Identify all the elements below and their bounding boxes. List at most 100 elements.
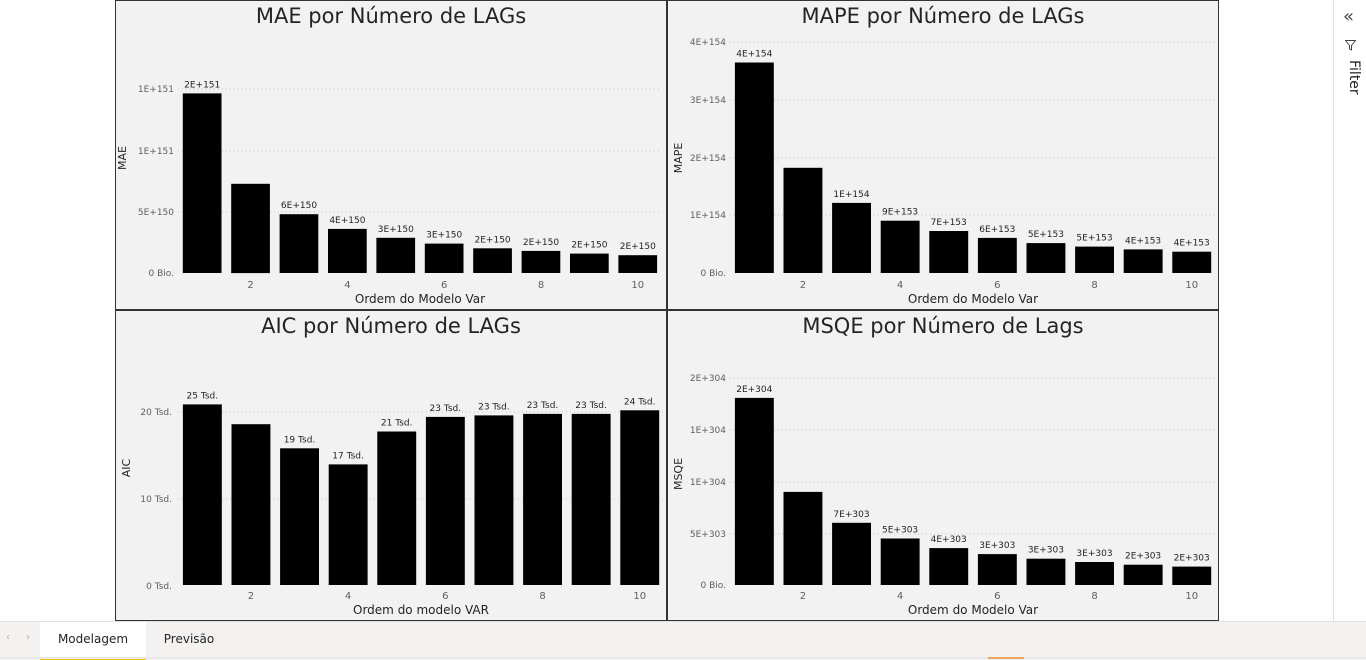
status-strip	[0, 657, 1366, 659]
data-label: 3E+150	[378, 225, 414, 235]
x-axis-label: Ordem do Modelo Var	[355, 292, 485, 306]
x-tick-label: 8	[1091, 280, 1097, 291]
chevron-right-icon[interactable]: ›	[26, 632, 30, 643]
bar	[1172, 251, 1212, 273]
data-label: 24 Tsd.	[624, 397, 656, 407]
data-label: 2E+151	[184, 80, 220, 90]
bar	[929, 548, 969, 585]
data-label: 1E+154	[833, 190, 869, 200]
y-tick-label: 4E+154	[690, 38, 726, 48]
chevron-left-icon[interactable]: ‹	[6, 632, 10, 643]
y-axis-label: MAE	[116, 146, 129, 170]
x-axis-label: Ordem do modelo VAR	[353, 603, 489, 617]
aic-chart-panel[interactable]: AIC por Número de LAGs 0 Tsd. 10 Tsd. 20 T…	[115, 310, 667, 621]
y-tick-label: 5E+150	[138, 208, 174, 218]
y-tick-label: 1E+304	[690, 478, 726, 488]
y-tick-label: 0 Bio.	[701, 269, 726, 279]
bar	[783, 491, 823, 585]
data-label: 2E+150	[475, 235, 511, 245]
data-label: 2E+150	[523, 238, 559, 248]
chart-title: AIC por Número de LAGs	[261, 314, 521, 338]
data-label: 21 Tsd.	[381, 418, 413, 428]
data-label: 2E+150	[620, 242, 656, 252]
bar	[734, 397, 774, 585]
x-tick-label: 10	[631, 280, 644, 291]
data-label: 4E+150	[329, 216, 365, 226]
x-tick-label: 8	[539, 591, 545, 602]
data-label: 9E+153	[882, 208, 918, 218]
bar	[929, 231, 969, 273]
bar	[571, 413, 611, 585]
data-label: 3E+303	[1076, 549, 1112, 559]
data-label: 4E+153	[1125, 236, 1161, 246]
msqe-chart-panel[interactable]: MSQE por Número de Lags 0 Bio. 5E+303 1E+3…	[667, 310, 1219, 621]
x-tick-label: 10	[1185, 280, 1198, 291]
x-tick-label: 8	[1091, 591, 1097, 602]
x-tick-label: 6	[994, 591, 1000, 602]
bar	[182, 404, 222, 585]
chart-title: MSQE por Número de Lags	[802, 314, 1084, 338]
data-label: 4E+153	[1174, 239, 1210, 249]
data-label: 3E+303	[1028, 546, 1064, 556]
y-axis-label: MSQE	[672, 458, 685, 490]
y-tick-label: 0 Bio.	[149, 269, 174, 279]
data-label: 5E+153	[1028, 230, 1064, 240]
filter-pane[interactable]: « Filter	[1333, 0, 1366, 621]
page-tabs-bar: ‹ › Modelagem Previsão	[0, 621, 1366, 660]
data-label: 5E+153	[1076, 234, 1112, 244]
y-tick-label: 2E+154	[690, 154, 726, 164]
y-tick-label: 0 Bio.	[701, 581, 726, 591]
bar	[1172, 566, 1212, 585]
x-tick-label: 6	[994, 280, 1000, 291]
bar	[376, 237, 416, 273]
bar	[279, 214, 319, 273]
bar	[880, 220, 920, 273]
bar	[618, 255, 658, 273]
data-label: 4E+303	[931, 535, 967, 545]
bar	[570, 253, 609, 273]
data-label: 2E+304	[736, 385, 772, 395]
bar	[783, 167, 823, 273]
tab-previsao[interactable]: Previsão	[163, 632, 215, 646]
bar	[182, 93, 222, 274]
bar	[474, 415, 514, 585]
y-tick-label: 0 Tsd.	[146, 582, 172, 592]
data-label: 7E+153	[931, 218, 967, 228]
data-label: 6E+150	[281, 201, 317, 211]
data-label: 4E+154	[736, 50, 772, 60]
chart-title: MAPE por Número de LAGs	[801, 4, 1085, 28]
data-label: 5E+303	[882, 525, 918, 535]
mape-chart-panel[interactable]: MAPE por Número de LAGs 0 Bio. 1E+154 2E+1…	[667, 0, 1219, 310]
mae-chart-panel[interactable]: MAE por Número de LAGs 0 Bio. 5E+150 1E+15…	[115, 0, 667, 310]
y-axis-label: MAPE	[672, 143, 685, 174]
funnel-icon[interactable]	[1345, 40, 1356, 51]
data-label: 25 Tsd.	[187, 391, 219, 401]
x-tick-label: 4	[897, 591, 903, 602]
data-label: 17 Tsd.	[332, 451, 364, 461]
data-label: 23 Tsd.	[430, 404, 462, 414]
x-tick-label: 6	[441, 280, 447, 291]
report-canvas: MAE por Número de LAGs 0 Bio. 5E+150 1E+15…	[115, 0, 1219, 621]
x-tick-label: 10	[633, 591, 646, 602]
x-axis-label: Ordem do Modelo Var	[908, 603, 1038, 617]
bar	[231, 183, 270, 274]
bar	[832, 202, 871, 273]
bar	[424, 243, 464, 273]
filter-pane-label[interactable]: Filter	[1346, 60, 1362, 95]
y-tick-label: 5E+303	[690, 530, 726, 540]
bar	[1075, 562, 1114, 585]
tab-modelagem[interactable]: Modelagem	[40, 622, 146, 660]
double-chevron-left-icon[interactable]: «	[1343, 6, 1355, 27]
bar	[1026, 243, 1066, 273]
bar	[523, 413, 562, 585]
x-tick-label: 8	[538, 280, 544, 291]
bar	[832, 522, 871, 585]
x-tick-label: 4	[345, 591, 351, 602]
x-tick-label: 2	[800, 280, 806, 291]
data-label: 2E+303	[1125, 552, 1161, 562]
x-tick-label: 4	[344, 280, 350, 291]
data-label: 3E+303	[979, 541, 1015, 551]
y-tick-label: 1E+304	[690, 426, 726, 436]
data-label: 3E+150	[426, 231, 462, 241]
y-axis-label: AIC	[120, 458, 133, 477]
